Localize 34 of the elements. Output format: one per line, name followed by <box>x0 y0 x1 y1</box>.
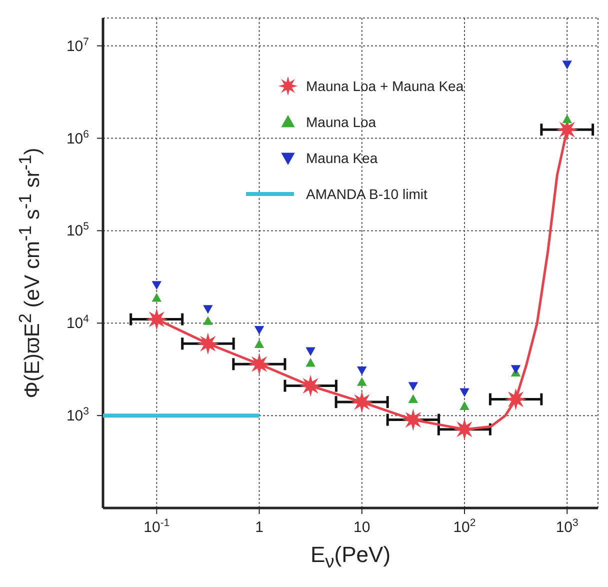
legend-label: AMANDA B-10 limit <box>306 186 428 202</box>
point <box>562 60 572 69</box>
point <box>306 358 316 367</box>
point <box>152 294 162 302</box>
point <box>203 316 212 325</box>
y-tick-label: 10$^{4}$ <box>66 313 90 332</box>
point <box>460 402 469 410</box>
y-tick-label: 10$^{7}$ <box>66 36 90 55</box>
x-tick-label: 10$^{3}$ <box>556 517 579 536</box>
legend-label: Mauna Loa <box>306 114 376 130</box>
legend-label: Mauna Loa + Mauna Kea <box>306 78 464 94</box>
point <box>408 382 418 390</box>
point <box>357 366 366 375</box>
point <box>408 394 418 403</box>
x-tick-label: 1 <box>255 519 264 536</box>
y-tick-label: 10$^{3}$ <box>66 406 90 425</box>
point <box>306 347 316 356</box>
point <box>203 305 212 314</box>
point <box>558 120 577 140</box>
legend-label: Mauna Kea <box>306 150 378 166</box>
point <box>460 388 469 396</box>
x-axis-title: E$_{ν}$(PeV) <box>309 542 392 572</box>
x-tick-label: 10$^{-1}$ <box>144 517 170 536</box>
point <box>562 114 572 124</box>
y-tick-label: 10$^{5}$ <box>66 220 90 240</box>
point <box>357 378 366 386</box>
x-tick-label: 10 <box>354 519 370 536</box>
point <box>511 365 520 374</box>
x-tick-label: 10$^{2}$ <box>453 517 476 536</box>
point <box>152 281 162 290</box>
y-tick-label: 10$^{6}$ <box>66 128 90 148</box>
point <box>254 326 264 334</box>
point <box>147 310 166 329</box>
point <box>254 340 264 348</box>
